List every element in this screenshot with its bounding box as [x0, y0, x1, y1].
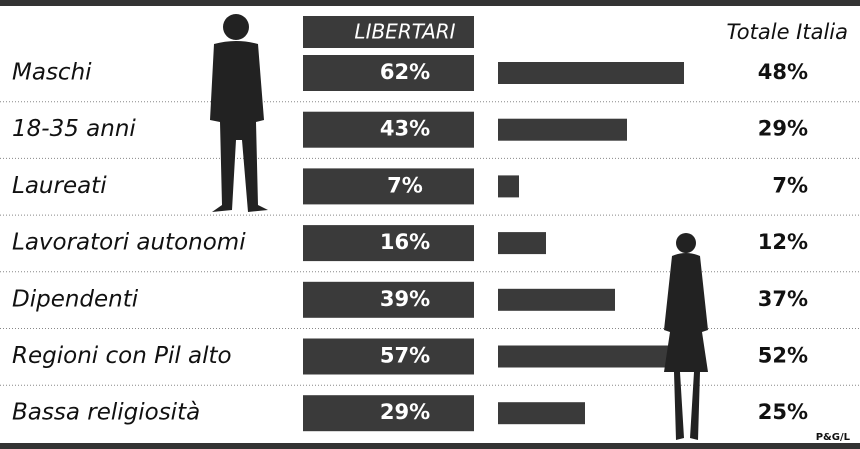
category-label: Laureati	[12, 173, 107, 199]
bar	[498, 62, 684, 84]
bar	[498, 232, 546, 254]
bar	[498, 289, 615, 311]
series-header: Totale Italia	[727, 20, 848, 44]
category-label: Bassa religiosità	[12, 400, 200, 426]
value-label: 62%	[380, 60, 430, 84]
category-label: Regioni con Pil alto	[12, 343, 232, 369]
bar	[498, 402, 585, 424]
value-label: 43%	[380, 117, 430, 141]
value-label: 7%	[772, 173, 808, 197]
category-label: 18-35 anni	[12, 116, 136, 142]
chart: LIBERTARI Totale Italia Maschi 62% 48% 18-3…	[0, 0, 860, 449]
male-silhouette	[210, 14, 268, 212]
value-label: 37%	[758, 287, 808, 311]
value-label: 39%	[380, 287, 430, 311]
bar	[498, 119, 627, 141]
value-label: 25%	[758, 400, 808, 424]
series-header: LIBERTARI	[354, 20, 455, 44]
value-label: 57%	[380, 344, 430, 368]
value-label: 16%	[380, 230, 430, 254]
category-label: Dipendenti	[12, 286, 139, 312]
value-label: 12%	[758, 230, 808, 254]
value-label: 29%	[758, 117, 808, 141]
bar	[498, 346, 669, 368]
value-label: 29%	[380, 400, 430, 424]
bar	[498, 175, 519, 197]
top-border	[0, 0, 860, 6]
value-label: 48%	[758, 60, 808, 84]
female-silhouette	[664, 233, 708, 440]
bottom-border	[0, 443, 860, 449]
value-label: 7%	[387, 173, 423, 197]
source: P&G/L	[816, 432, 851, 443]
category-label: Maschi	[12, 60, 92, 86]
value-label: 52%	[758, 344, 808, 368]
category-label: Lavoratori autonomi	[12, 230, 246, 256]
